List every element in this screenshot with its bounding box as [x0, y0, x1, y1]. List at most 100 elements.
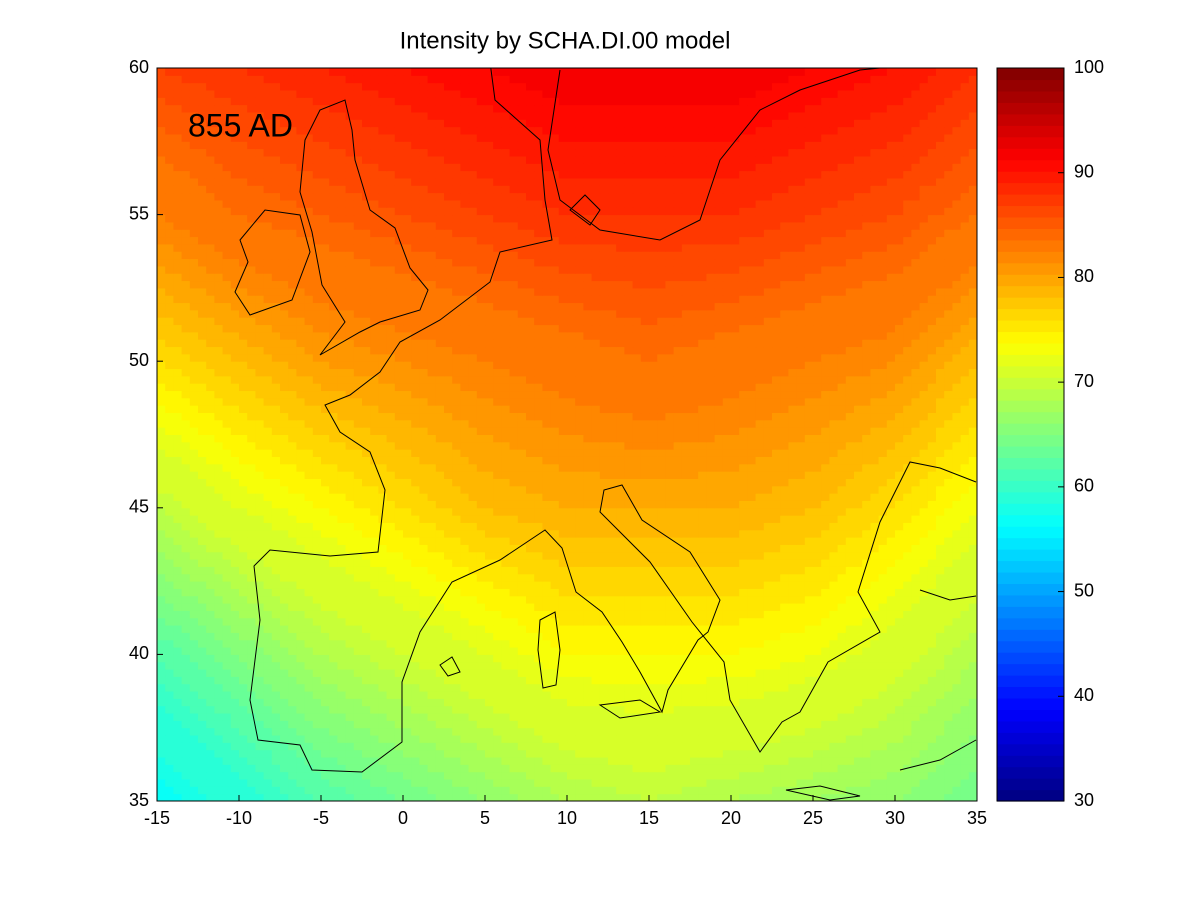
field-cell — [616, 654, 625, 663]
field-cell — [157, 588, 166, 597]
field-cell — [821, 779, 830, 787]
field-cell — [952, 617, 962, 626]
field-cell — [386, 493, 396, 501]
field-cell — [796, 647, 806, 655]
field-cell — [870, 647, 880, 655]
field-cell — [239, 603, 248, 611]
field-cell — [329, 683, 338, 692]
field-cell — [501, 779, 511, 787]
field-cell — [386, 793, 396, 801]
field-cell — [829, 595, 839, 604]
field-cell — [927, 456, 937, 465]
field-cell — [706, 551, 716, 560]
field-cell — [731, 749, 740, 758]
field-cell — [845, 742, 855, 751]
field-cell — [960, 566, 970, 575]
field-cell — [452, 779, 461, 787]
field-cell — [378, 537, 388, 545]
field-cell — [796, 434, 806, 443]
field-cell — [419, 691, 429, 699]
field-cell — [845, 434, 855, 443]
field-cell — [575, 544, 584, 553]
field-cell — [575, 559, 584, 567]
field-cell — [534, 449, 543, 457]
field-cell — [755, 764, 765, 773]
field-cell — [878, 654, 888, 663]
field-cell — [567, 456, 576, 465]
field-cell — [173, 617, 183, 626]
field-cell — [567, 749, 576, 758]
field-cell — [821, 771, 830, 780]
field-cell — [575, 793, 584, 801]
field-cell — [411, 522, 420, 531]
field-cell — [468, 793, 478, 801]
field-cell — [640, 771, 650, 780]
field-cell — [394, 661, 404, 670]
field-cell — [681, 691, 691, 699]
field-cell — [378, 764, 388, 773]
field-cell — [927, 581, 937, 589]
field-cell — [944, 507, 953, 516]
field-cell — [788, 727, 798, 736]
field-cell — [386, 764, 396, 773]
field-cell — [321, 544, 330, 553]
field-cell — [517, 551, 527, 560]
field-cell — [444, 647, 453, 655]
field-cell — [567, 625, 576, 633]
field-cell — [575, 698, 584, 707]
field-cell — [845, 603, 855, 611]
field-cell — [616, 647, 625, 655]
field-cell — [476, 515, 486, 523]
field-cell — [681, 749, 691, 758]
field-cell — [337, 441, 347, 450]
field-cell — [952, 647, 962, 655]
field-cell — [460, 676, 470, 685]
field-cell — [288, 581, 297, 589]
field-cell — [821, 793, 830, 801]
field-cell — [222, 581, 232, 589]
field-cell — [411, 463, 420, 472]
field-cell — [845, 779, 855, 787]
field-cell — [370, 581, 379, 589]
field-cell — [804, 500, 814, 509]
field-cell — [567, 551, 576, 560]
field-cell — [312, 434, 322, 443]
field-cell — [927, 603, 937, 611]
field-cell — [960, 463, 970, 472]
field-cell — [952, 441, 962, 450]
field-cell — [247, 551, 256, 560]
field-cell — [796, 522, 806, 531]
field-cell — [575, 463, 584, 472]
field-cell — [230, 500, 240, 509]
field-cell — [288, 529, 297, 538]
field-cell — [591, 485, 601, 494]
field-cell — [944, 779, 953, 787]
field-cell — [476, 500, 486, 509]
field-cell — [157, 478, 166, 487]
field-cell — [370, 625, 379, 633]
field-cell — [419, 603, 429, 611]
field-cell — [435, 713, 445, 721]
field-cell — [329, 661, 338, 670]
field-cell — [944, 647, 953, 655]
field-cell — [739, 551, 748, 560]
field-cell — [304, 507, 314, 516]
field-cell — [698, 735, 707, 743]
field-cell — [337, 647, 347, 655]
field-cell — [968, 617, 977, 626]
field-cell — [583, 537, 593, 545]
field-cell — [714, 625, 724, 633]
field-cell — [362, 698, 371, 707]
field-cell — [911, 786, 921, 795]
field-cell — [198, 654, 207, 663]
field-cell — [526, 735, 535, 743]
field-cell — [517, 720, 527, 729]
field-cell — [763, 434, 773, 443]
field-cell — [517, 749, 527, 758]
field-cell — [239, 573, 248, 582]
field-cell — [444, 720, 453, 729]
field-cell — [263, 749, 273, 758]
field-cell — [739, 617, 748, 626]
field-cell — [927, 757, 937, 765]
field-cell — [362, 507, 371, 516]
